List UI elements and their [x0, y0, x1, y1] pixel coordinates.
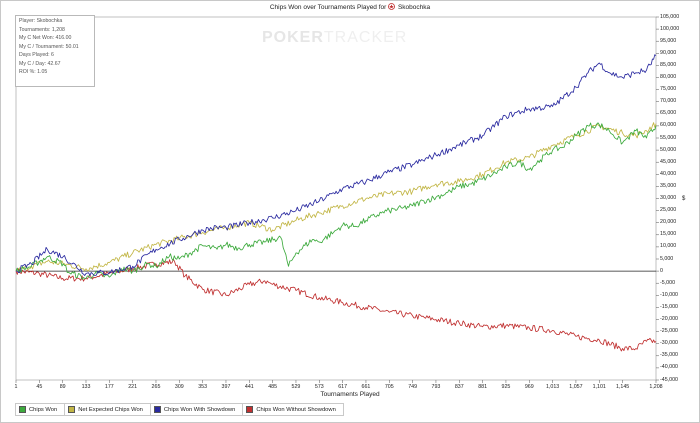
- legend-label: Chips Won: [29, 406, 58, 413]
- x-tick-label: 969: [524, 384, 534, 390]
- x-tick-label: 485: [268, 384, 278, 390]
- y-tick-label: 55,000: [660, 134, 677, 141]
- plot-area: [15, 16, 657, 381]
- y-tick-label: -25,000: [660, 328, 678, 335]
- x-tick-label: 353: [198, 384, 208, 390]
- stats-line: Player: Skobochka: [19, 18, 63, 24]
- y-tick-label: -35,000: [660, 352, 678, 359]
- x-tick-label: 265: [151, 384, 161, 390]
- stats-line: My C / Tournament: 50.01: [19, 43, 79, 50]
- x-tick-label: 177: [104, 384, 114, 390]
- x-tick-label: 1,057: [569, 384, 583, 390]
- y-tick-label: 80,000: [660, 74, 677, 80]
- chart-title-text: Chips Won over Tournaments Played for: [269, 4, 387, 11]
- x-tick-label: 397: [221, 384, 231, 390]
- legend-swatch: [246, 406, 254, 413]
- x-tick-label: 89: [59, 384, 66, 390]
- y-tick-label: 30,000: [660, 195, 677, 201]
- y-tick-label: 65,000: [660, 110, 677, 117]
- stats-line: My C / Day: 42.67: [19, 60, 61, 67]
- legend-swatch: [68, 406, 76, 413]
- series-line-chips-won-with-showdown: [15, 54, 657, 276]
- stats-line: ROI %: 1.05: [19, 69, 48, 75]
- x-tick-label: 573: [314, 384, 324, 390]
- legend-item-without-showdown[interactable]: Chips Won Without Showdown: [242, 403, 344, 416]
- y-tick-label: -20,000: [660, 316, 678, 322]
- y-tick-label: 40,000: [660, 170, 677, 177]
- x-tick-label: 793: [431, 384, 441, 390]
- x-tick-label: 617: [338, 384, 348, 390]
- pokerstars-icon: [388, 3, 396, 10]
- y-tick-label: 50,000: [660, 146, 677, 153]
- y-tick-label: -10,000: [660, 291, 678, 298]
- legend-label: Net Expected Chips Won: [78, 406, 143, 413]
- y-tick-label: 100,000: [660, 25, 680, 32]
- y-tick-label: 45,000: [660, 158, 677, 165]
- y-tick-label: 0: [660, 267, 663, 274]
- x-tick-label: 45: [36, 384, 43, 390]
- legend-swatch: [19, 406, 26, 413]
- series-line-chips-won: [15, 122, 657, 280]
- y-tick-label: 15,000: [660, 231, 677, 238]
- legend-item-net-expected[interactable]: Net Expected Chips Won: [64, 403, 151, 416]
- y-tick-label: 90,000: [660, 49, 677, 56]
- y-tick-label: 60,000: [660, 122, 677, 129]
- series-line-net-expected-chips-won: [15, 122, 657, 273]
- x-tick-label: 1,013: [545, 384, 560, 390]
- x-tick-label: 1: [14, 384, 18, 390]
- y-tick-label: 35,000: [660, 182, 677, 189]
- legend-item-with-showdown[interactable]: Chips Won With Showdown: [149, 403, 244, 416]
- stats-line: Days Played: 6: [19, 52, 54, 58]
- y-tick-label: 10,000: [660, 243, 677, 250]
- x-tick-label: 881: [478, 384, 488, 390]
- x-tick-label: 221: [128, 384, 138, 390]
- chart-title-player: Skobochka: [397, 4, 431, 11]
- stats-line: My C Net Won: 416.00: [19, 35, 72, 41]
- pokertracker-watermark-logo: POKERTRACKER: [262, 29, 408, 46]
- x-tick-label: 1,145: [615, 384, 630, 390]
- legend-item-chips-won[interactable]: Chips Won: [15, 403, 66, 416]
- x-tick-label: 309: [174, 384, 184, 390]
- legend-swatch: [153, 406, 161, 413]
- y-tick-label: 20,000: [660, 219, 677, 226]
- x-tick-label: 1,101: [592, 384, 606, 390]
- y-tick-label: 25,000: [660, 207, 677, 214]
- legend-label: Chips Won With Showdown: [163, 406, 236, 413]
- y-tick-label: -15,000: [660, 303, 678, 310]
- y-tick-label: 85,000: [660, 61, 677, 68]
- y-tick-label: -40,000: [660, 364, 678, 371]
- y-tick-label: 105,000: [660, 13, 680, 20]
- x-tick-label: 749: [408, 384, 418, 390]
- y-tick-label: 95,000: [660, 37, 677, 44]
- chart-title: Chips Won over Tournaments Played for Sk…: [0, 3, 700, 11]
- stats-line: Tournaments: 1,208: [19, 26, 65, 33]
- y-tick-label: -45,000: [660, 376, 678, 383]
- legend-label: Chips Won Without Showdown: [256, 406, 336, 413]
- x-tick-label: 705: [384, 384, 394, 390]
- x-tick-label: 837: [454, 384, 464, 390]
- y-tick-label: 5,000: [660, 255, 674, 262]
- y-tick-label: 70,000: [660, 98, 677, 105]
- x-tick-label: 133: [81, 384, 91, 390]
- x-tick-label: 925: [501, 384, 511, 390]
- y-tick-label: -30,000: [660, 340, 678, 347]
- y-tick-label: -5,000: [660, 279, 676, 286]
- stats-box: Player: Skobochka Tournaments: 1,208 My …: [15, 15, 95, 87]
- x-axis-label: Tournaments Played: [320, 391, 380, 398]
- y-tick-label: 75,000: [660, 86, 677, 93]
- y-axis-currency-tag: $: [682, 196, 686, 202]
- x-tick-label: 1,208: [649, 384, 663, 390]
- x-tick-label: 661: [361, 384, 371, 390]
- x-tick-label: 529: [291, 384, 301, 390]
- x-tick-label: 441: [244, 384, 254, 390]
- series-line-chips-won-without-showdown: [15, 258, 657, 352]
- legend: Chips Won Net Expected Chips Won Chips W…: [15, 403, 344, 416]
